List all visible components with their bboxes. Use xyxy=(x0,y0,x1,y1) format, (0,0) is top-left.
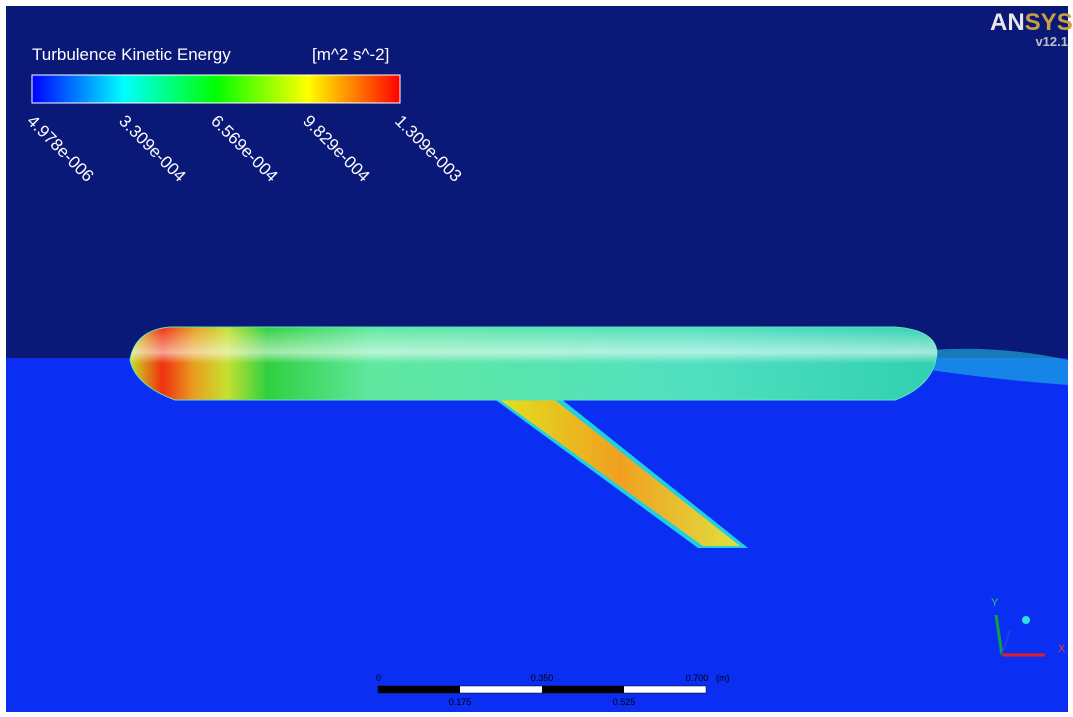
y-axis-label: Y xyxy=(991,597,999,609)
legend-unit: [m^2 s^-2] xyxy=(312,45,389,64)
scale-label: 0.175 xyxy=(449,697,472,707)
x-axis-label: X xyxy=(1058,643,1066,655)
logo: ANSYS xyxy=(990,9,1073,36)
scale-label: 0.525 xyxy=(613,697,636,707)
legend-title: Turbulence Kinetic Energy xyxy=(32,45,231,64)
color-bar xyxy=(32,75,400,103)
page: Turbulence Kinetic Energy [m^2 s^-2] 4.9… xyxy=(0,0,1073,717)
logo-version: v12.1 xyxy=(1035,34,1068,49)
hull-highlight xyxy=(130,327,937,400)
scale-seg xyxy=(378,686,460,693)
scale-unit: (m) xyxy=(716,673,730,683)
logo-right: SYS xyxy=(1025,9,1073,36)
scale-label: 0 xyxy=(376,673,381,683)
viewport: Turbulence Kinetic Energy [m^2 s^-2] 4.9… xyxy=(0,0,1073,717)
scale-label: 0.700 xyxy=(686,673,709,683)
triad-dot xyxy=(1022,616,1030,624)
scale-seg xyxy=(542,686,624,693)
scale-label: 0.350 xyxy=(531,673,554,683)
logo-left: AN xyxy=(990,9,1025,36)
